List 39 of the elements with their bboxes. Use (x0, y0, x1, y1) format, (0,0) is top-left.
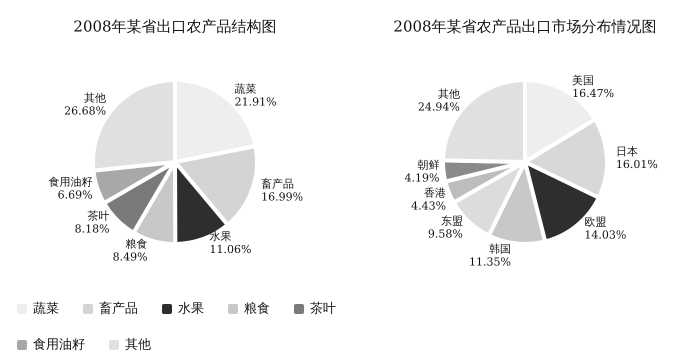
legend-label: 蔬菜 (33, 302, 59, 316)
data-label: 14.03% (584, 228, 626, 242)
slice-label: 畜产品 (261, 178, 294, 191)
legend-label: 水果 (178, 302, 204, 316)
data-label: 24.94% (418, 100, 460, 114)
slice-label: 蔬菜 (234, 82, 257, 96)
slice-label: 其他 (84, 91, 106, 104)
slice-label: 欧盟 (584, 216, 606, 229)
legend-label: 其他 (125, 338, 151, 352)
data-label: 16.01% (616, 158, 658, 171)
data-label: 11.35% (469, 256, 511, 269)
data-label: 26.68% (64, 104, 106, 118)
slice-label: 水果 (209, 230, 232, 243)
slice-label: 其他 (438, 88, 460, 101)
data-label: 8.49% (112, 250, 148, 264)
data-label: 21.91% (234, 96, 277, 109)
slice-label: 美国 (572, 74, 594, 88)
slice-label: 东盟 (440, 214, 463, 228)
chart-title: 2008年某省农产品出口市场分布情况图 (393, 18, 657, 36)
data-label: 4.43% (411, 200, 446, 213)
data-label: 9.58% (428, 228, 463, 241)
legend-label: 茶叶 (310, 302, 336, 316)
data-label: 8.18% (74, 222, 110, 236)
slice-label: 食用油籽 (48, 176, 93, 189)
slice-label: 粮食 (126, 238, 148, 251)
slice-label: 韩国 (489, 242, 511, 256)
data-label: 4.19% (404, 172, 440, 185)
slice-label: 日本 (616, 144, 638, 158)
legend-label: 粮食 (244, 302, 270, 316)
chart-title: 2008年某省出口农产品结构图 (73, 18, 277, 36)
data-label: 16.99% (261, 190, 304, 204)
data-label: 16.47% (572, 87, 614, 100)
data-label: 11.06% (209, 242, 252, 256)
slice-label: 香港 (424, 186, 446, 200)
data-label: 6.69% (58, 188, 93, 202)
slice-label: 茶叶 (88, 210, 110, 223)
slice-label: 朝鲜 (417, 158, 440, 172)
legend-label: 食用油籽 (33, 338, 85, 352)
legend-label: 畜产品 (99, 300, 138, 316)
